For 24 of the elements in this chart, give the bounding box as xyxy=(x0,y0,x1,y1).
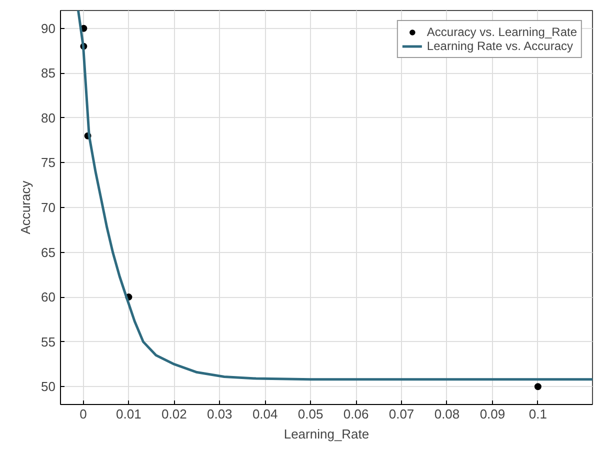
y-tick-label: 50 xyxy=(41,379,56,394)
x-tick-label: 0.04 xyxy=(252,406,278,422)
y-tick-label: 65 xyxy=(41,244,56,260)
x-tick-label: 0.05 xyxy=(298,406,324,422)
x-tick-label: 0.08 xyxy=(434,406,460,422)
y-tick-label: 75 xyxy=(41,155,56,170)
x-tick-label: 0.09 xyxy=(480,406,506,422)
x-tick-label: 0 xyxy=(80,406,87,422)
y-tick-label: 80 xyxy=(41,110,56,126)
x-axis-title: Learning_Rate xyxy=(284,426,370,442)
x-tick-label: 0.06 xyxy=(343,406,369,422)
y-tick-label: 90 xyxy=(41,20,56,36)
y-axis-title: Accuracy xyxy=(18,180,34,234)
x-tick-label: 0.01 xyxy=(116,406,142,422)
y-tick-label: 70 xyxy=(41,200,56,215)
x-tick-label: 0.1 xyxy=(528,406,547,422)
y-tick-label: 60 xyxy=(41,290,56,305)
y-tick-label: 55 xyxy=(41,334,56,350)
x-tick-label: 0.07 xyxy=(388,406,414,422)
legend-label: Accuracy vs. Learning_Rate xyxy=(426,25,577,39)
x-tick-label: 0.02 xyxy=(162,406,187,422)
y-tick-label: 85 xyxy=(41,66,56,81)
x-tick-label: 0.03 xyxy=(206,406,232,422)
legend-label: Learning Rate vs. Accuracy xyxy=(426,39,573,53)
